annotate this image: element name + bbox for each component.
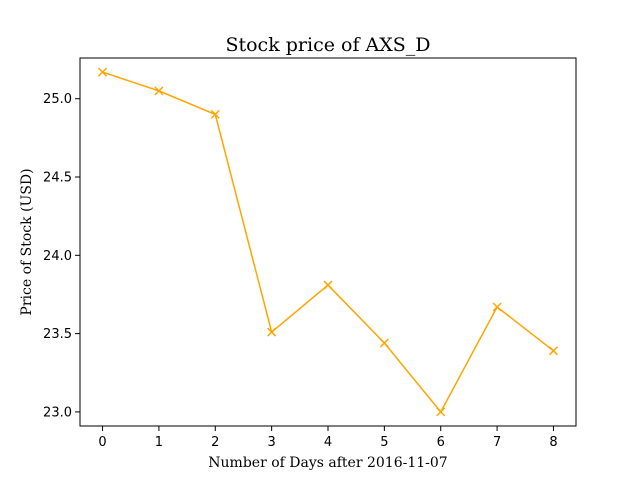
- x-tick-label-7: 7: [493, 435, 501, 450]
- data-point-3: [267, 327, 277, 337]
- y-tick-label-3: 24.5: [43, 171, 72, 186]
- x-tick-label-1: 1: [155, 435, 163, 450]
- x-tick-label-8: 8: [549, 435, 557, 450]
- chart-title: Stock price of AXS_D: [225, 34, 430, 56]
- y-tick-label-0: 23.0: [43, 405, 72, 420]
- data-point-2: [210, 109, 220, 119]
- data-point-5: [379, 338, 389, 348]
- data-point-1: [154, 86, 164, 96]
- series-line-0: [102, 71, 554, 414]
- x-tick-label-3: 3: [267, 435, 275, 450]
- y-tick-label-2: 24.0: [43, 249, 72, 264]
- x-tick-label-6: 6: [437, 435, 445, 450]
- x-tick-label-0: 0: [98, 435, 106, 450]
- data-point-8: [548, 346, 558, 356]
- y-tick-label-1: 23.5: [43, 327, 72, 342]
- data-point-4: [323, 280, 333, 290]
- x-axis-label: Number of Days after 2016-11-07: [208, 455, 447, 471]
- y-tick-label-4: 25.0: [43, 92, 72, 107]
- x-tick-label-2: 2: [211, 435, 219, 450]
- plot-area-frame: [79, 57, 577, 427]
- y-axis-label: Price of Stock (USD): [19, 168, 35, 315]
- data-point-7: [492, 302, 502, 312]
- x-tick-label-5: 5: [380, 435, 388, 450]
- data-point-0: [98, 67, 108, 77]
- data-point-6: [436, 407, 446, 417]
- x-tick-label-4: 4: [324, 435, 332, 450]
